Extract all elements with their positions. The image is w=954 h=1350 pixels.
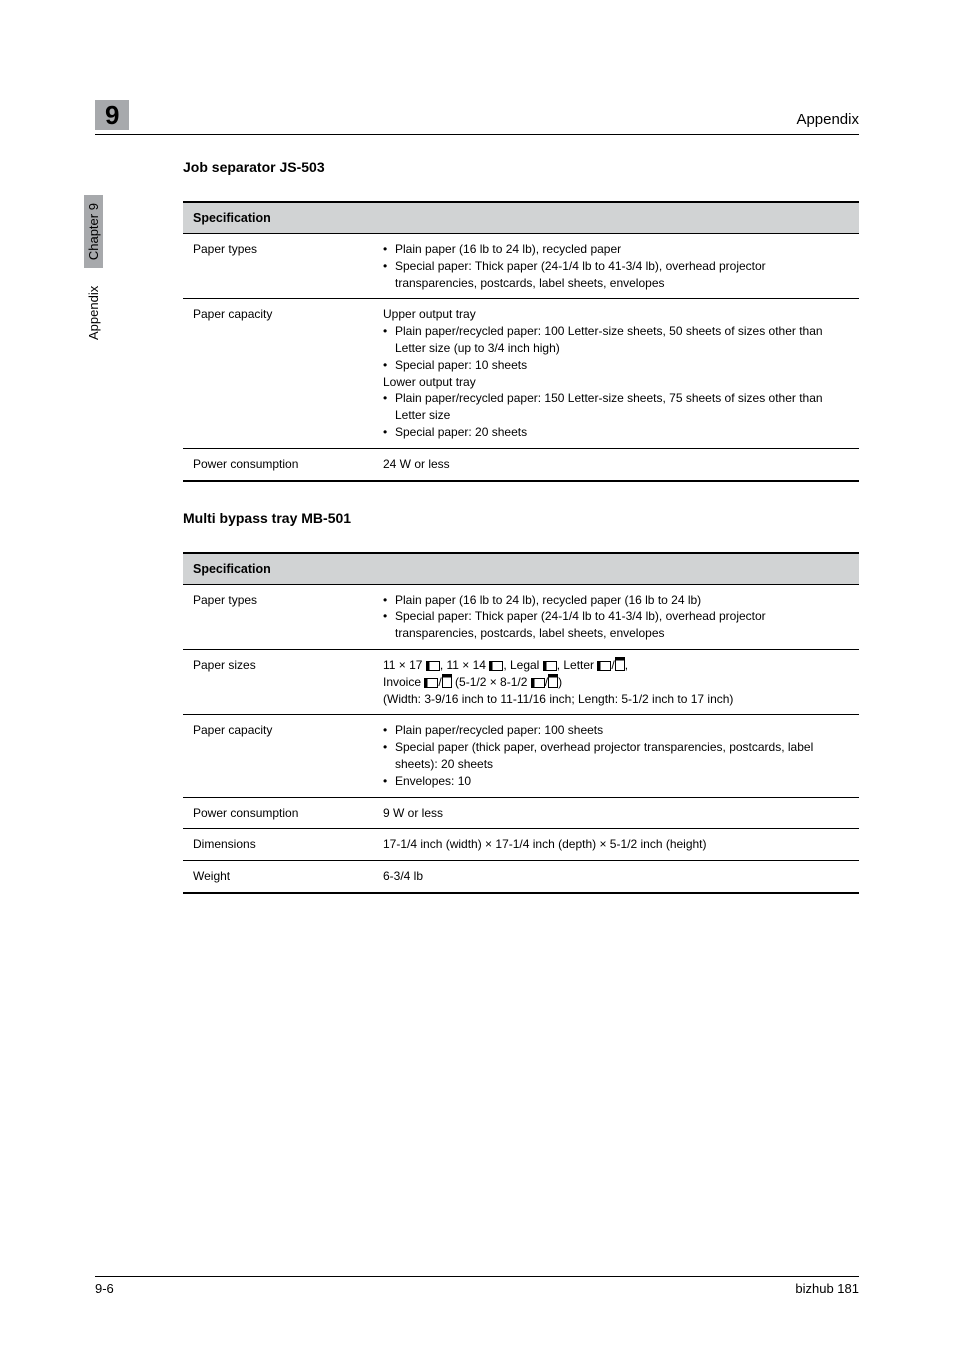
header-title: Appendix <box>796 111 859 130</box>
text: , Letter <box>557 658 598 672</box>
spec-value: Plain paper (16 lb to 24 lb), recycled p… <box>373 584 859 649</box>
spec-key: Power consumption <box>183 797 373 829</box>
text: (5-1/2 × 8-1/2 <box>452 675 531 689</box>
spec-key: Paper capacity <box>183 299 373 448</box>
list-item: Special paper: Thick paper (24-1/4 lb to… <box>383 608 849 642</box>
table-row: Weight 6-3/4 lb <box>183 861 859 893</box>
text: , <box>625 658 628 672</box>
vertical-label: Appendix Chapter 9 <box>86 195 101 340</box>
table-row: Paper types Plain paper (16 lb to 24 lb)… <box>183 234 859 299</box>
text: (Width: 3-9/16 inch to 11-11/16 inch; Le… <box>383 692 733 706</box>
landscape-icon <box>531 678 545 688</box>
list-item: Plain paper/recycled paper: 100 sheets <box>383 722 849 739</box>
chapter-number: 9 <box>95 100 129 130</box>
text: ) <box>558 675 562 689</box>
spec-value: 17-1/4 inch (width) × 17-1/4 inch (depth… <box>373 829 859 861</box>
spec-table-js503: Specification Paper types Plain paper (1… <box>183 201 859 482</box>
spec-key: Weight <box>183 861 373 893</box>
spec-value: 11 × 17 , 11 × 14 , Legal , Letter /, In… <box>373 649 859 714</box>
text: 11 × 17 <box>383 658 426 672</box>
content-area: Job separator JS-503 Specification Paper… <box>183 159 859 894</box>
spec-key: Paper types <box>183 234 373 299</box>
landscape-icon <box>426 661 440 671</box>
landscape-icon <box>543 661 557 671</box>
list-item: Plain paper/recycled paper: 150 Letter-s… <box>383 390 849 424</box>
spec-value: Plain paper/recycled paper: 100 sheets S… <box>373 715 859 797</box>
spec-table-mb501: Specification Paper types Plain paper (1… <box>183 552 859 894</box>
list-item: Plain paper (16 lb to 24 lb), recycled p… <box>383 241 849 258</box>
subheading: Upper output tray <box>383 306 849 323</box>
spec-value: 6-3/4 lb <box>373 861 859 893</box>
section-title: Multi bypass tray MB-501 <box>183 510 859 526</box>
table-header: Specification <box>183 202 859 234</box>
list-item: Special paper (thick paper, overhead pro… <box>383 739 849 773</box>
portrait-icon <box>548 674 558 688</box>
landscape-icon <box>597 661 611 671</box>
spec-key: Paper capacity <box>183 715 373 797</box>
section-title: Job separator JS-503 <box>183 159 859 175</box>
page-footer: 9-6 bizhub 181 <box>95 1276 859 1296</box>
chapter-number-badge: 9 <box>95 100 129 130</box>
table-row: Dimensions 17-1/4 inch (width) × 17-1/4 … <box>183 829 859 861</box>
landscape-icon <box>489 661 503 671</box>
spec-key: Paper sizes <box>183 649 373 714</box>
table-row: Paper capacity Upper output tray Plain p… <box>183 299 859 448</box>
vertical-appendix-label: Appendix <box>86 286 101 340</box>
landscape-icon <box>424 678 438 688</box>
list-item: Special paper: 20 sheets <box>383 424 849 441</box>
spec-value: Plain paper (16 lb to 24 lb), recycled p… <box>373 234 859 299</box>
spec-key: Paper types <box>183 584 373 649</box>
spec-value: 24 W or less <box>373 448 859 480</box>
page: 9 Appendix Appendix Chapter 9 Job separa… <box>0 0 954 1350</box>
portrait-icon <box>442 674 452 688</box>
table-row: Paper types Plain paper (16 lb to 24 lb)… <box>183 584 859 649</box>
table-row: Power consumption 9 W or less <box>183 797 859 829</box>
table-row: Paper capacity Plain paper/recycled pape… <box>183 715 859 797</box>
page-header: 9 Appendix <box>95 100 859 135</box>
list-item: Plain paper (16 lb to 24 lb), recycled p… <box>383 592 849 609</box>
subheading: Lower output tray <box>383 374 849 391</box>
list-item: Special paper: 10 sheets <box>383 357 849 374</box>
vertical-chapter-label: Chapter 9 <box>84 195 103 268</box>
spec-value: 9 W or less <box>373 797 859 829</box>
spec-key: Dimensions <box>183 829 373 861</box>
portrait-icon <box>615 657 625 671</box>
table-header: Specification <box>183 553 859 585</box>
list-item: Special paper: Thick paper (24-1/4 lb to… <box>383 258 849 292</box>
text: Invoice <box>383 675 424 689</box>
list-item: Plain paper/recycled paper: 100 Letter-s… <box>383 323 849 357</box>
page-number: 9-6 <box>95 1281 114 1296</box>
product-name: bizhub 181 <box>795 1281 859 1296</box>
spec-key: Power consumption <box>183 448 373 480</box>
text: , Legal <box>503 658 542 672</box>
table-row: Power consumption 24 W or less <box>183 448 859 480</box>
list-item: Envelopes: 10 <box>383 773 849 790</box>
spec-value: Upper output tray Plain paper/recycled p… <box>373 299 859 448</box>
text: , 11 × 14 <box>440 658 489 672</box>
table-row: Paper sizes 11 × 17 , 11 × 14 , Legal , … <box>183 649 859 714</box>
